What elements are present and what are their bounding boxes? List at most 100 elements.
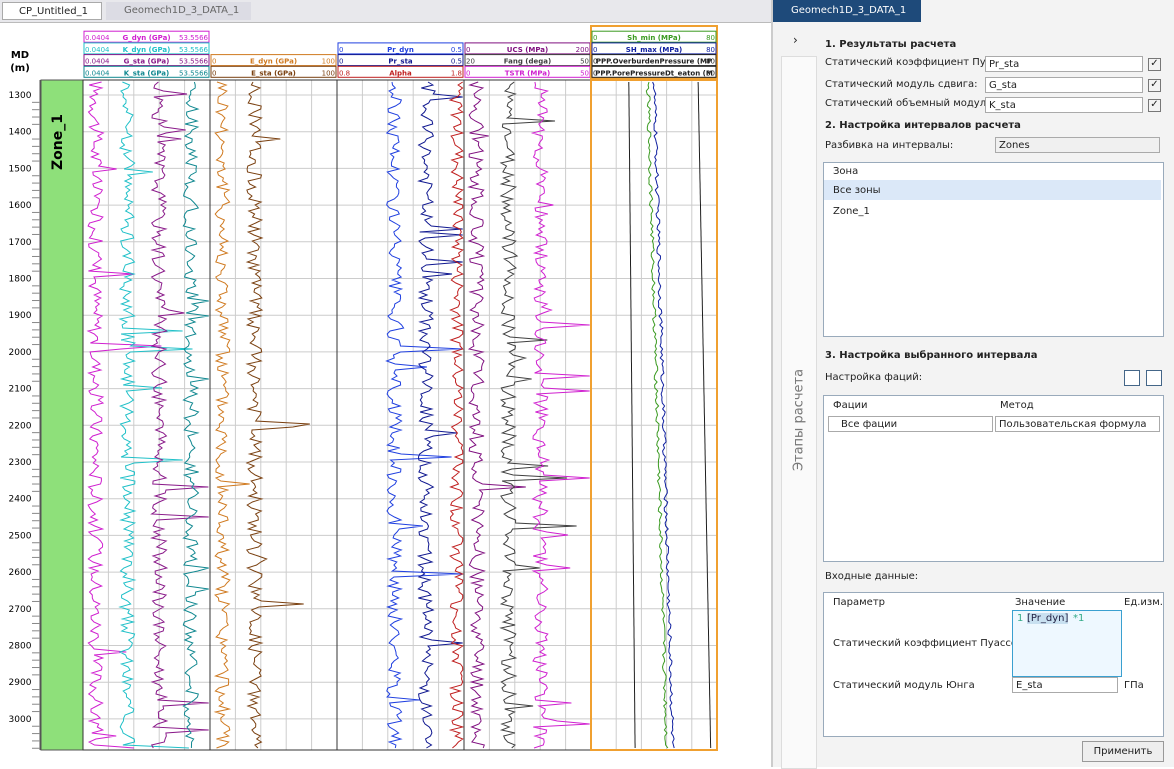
delete-button[interactable] (1146, 370, 1162, 386)
curve-header (83, 42, 210, 55)
depth-tick-label: 1500 (9, 164, 32, 174)
list-item[interactable]: Все зоны (833, 185, 881, 196)
depth-tick-label: 2000 (9, 348, 32, 358)
section-title: 1. Результаты расчета (825, 39, 957, 50)
log-curve (86, 81, 162, 749)
depth-tick-label: 2100 (9, 385, 32, 395)
curve-header (591, 65, 717, 78)
expand[interactable]: › (793, 33, 798, 47)
log-curve (385, 81, 463, 749)
curve-name: Fang (dega) (504, 58, 551, 66)
checkbox[interactable]: ✓ (1148, 58, 1161, 71)
column-header: Фации (833, 400, 868, 411)
curve-min: 0 (593, 69, 597, 77)
add-button[interactable] (1124, 370, 1140, 386)
curve-min: 0.8 (339, 69, 350, 77)
curve-header (83, 65, 210, 78)
panel-tab[interactable]: Geomech1D_3_DATA_1 (773, 0, 921, 22)
curve-min: 0.0404 (85, 58, 110, 66)
column-header: Значение (1015, 597, 1066, 608)
section-title: 3. Настройка выбранного интервала (825, 350, 1038, 361)
log-curve (645, 81, 669, 749)
curve-min: 0.0404 (85, 69, 110, 77)
depth-tick-label: 2400 (9, 495, 32, 505)
side-label: Этапы расчета (791, 368, 807, 472)
label: Статический модуль сдвига: (825, 79, 978, 90)
input[interactable]: G_sta (985, 77, 1143, 93)
curve-name: Alpha (389, 69, 412, 77)
curve-name: Pr_dyn (387, 46, 414, 54)
label: Настройка фаций: (825, 372, 923, 383)
log-curve (530, 81, 590, 749)
curve-min: 0.0404 (85, 46, 110, 54)
combo[interactable]: E_sta (1012, 677, 1118, 693)
curve-min: 0 (593, 34, 597, 42)
list-header: Зона (833, 166, 859, 177)
curve-max: 80 (706, 58, 715, 66)
curve-max: 0.5 (451, 46, 462, 54)
depth-tick-label: 2200 (9, 421, 32, 431)
curve-max: 53.5566 (179, 69, 208, 77)
apply-button[interactable]: Применить (1082, 741, 1164, 762)
checkbox[interactable]: ✓ (1148, 99, 1161, 112)
column-header: Параметр (833, 597, 885, 608)
curve-name: UCS (MPa) (507, 46, 548, 54)
depth-title: MD (11, 50, 29, 61)
log-curve (467, 81, 526, 749)
curve-name: PPP.OverburdenPressure (MP (596, 58, 712, 66)
curve-max: 53.5566 (179, 58, 208, 66)
depth-tick-label: 1300 (9, 91, 32, 101)
input[interactable]: Pr_sta (985, 56, 1143, 72)
section-title: 2. Настройка интервалов расчета (825, 120, 1021, 131)
curve-header (337, 54, 464, 67)
curve-header (337, 65, 464, 78)
depth-tick-label: 1800 (9, 275, 32, 285)
depth-unit: (m) (10, 63, 30, 74)
depth-tick-label: 2600 (9, 568, 32, 578)
curve-max: 100 (322, 69, 335, 77)
formula-rest: *1 (1073, 613, 1085, 624)
curve-min: 0 (212, 58, 216, 66)
combo[interactable]: Все фации (828, 416, 993, 432)
depth-tick-label: 1900 (9, 311, 32, 321)
curve-max: 53.5566 (179, 46, 208, 54)
depth-tick-label: 2900 (9, 678, 32, 688)
log-view: Zone_1 MD (m) 1300 1400 1500 1600 1700 1800 1900 2… (9, 25, 718, 751)
log-curve (149, 81, 209, 749)
depth-tick-label: 2700 (9, 605, 32, 615)
curve-name: SH_max (MPa) (626, 46, 682, 54)
column-header: Метод (1000, 400, 1034, 411)
log-curve (697, 81, 712, 749)
curve-name: G_dyn (GPa) (122, 34, 170, 42)
curve-max: 50 (580, 58, 589, 66)
curve-header (210, 65, 337, 78)
depth-tick-label: 1700 (9, 238, 32, 248)
curve-max: 1.8 (451, 69, 462, 77)
checkbox[interactable]: ✓ (1148, 79, 1161, 92)
log-curve (448, 81, 465, 749)
list-item[interactable]: Zone_1 (833, 206, 870, 217)
side-strip (781, 56, 817, 769)
curve-max: 80 (706, 46, 715, 54)
track-header-frame (590, 25, 718, 79)
line-number: 1 (1017, 613, 1024, 624)
curve-name: Pr_sta (388, 58, 413, 66)
tab[interactable]: CP_Untitled_1 (2, 2, 102, 20)
combo[interactable]: Пользовательская формула (995, 416, 1160, 432)
zone-column (40, 79, 84, 751)
depth-tick-label: 2800 (9, 642, 32, 652)
depth-tick-label: 1400 (9, 128, 32, 138)
curve-min: 0 (212, 69, 216, 77)
depth-tick-label: 1600 (9, 201, 32, 211)
curve-name: PPP.PorePressureDt_eaton (M (595, 69, 713, 77)
label: Статический коэффициент Пуассона (825, 57, 985, 68)
input[interactable]: K_sta (985, 97, 1143, 113)
curve-max: 53.5566 (179, 34, 208, 42)
curve-min: 20 (466, 58, 475, 66)
log-curve (652, 81, 675, 749)
combo[interactable]: Zones (995, 137, 1160, 153)
curve-min: 0 (593, 46, 597, 54)
tab[interactable]: Geomech1D_3_DATA_1 (106, 2, 251, 20)
curve-max: 100 (322, 58, 335, 66)
